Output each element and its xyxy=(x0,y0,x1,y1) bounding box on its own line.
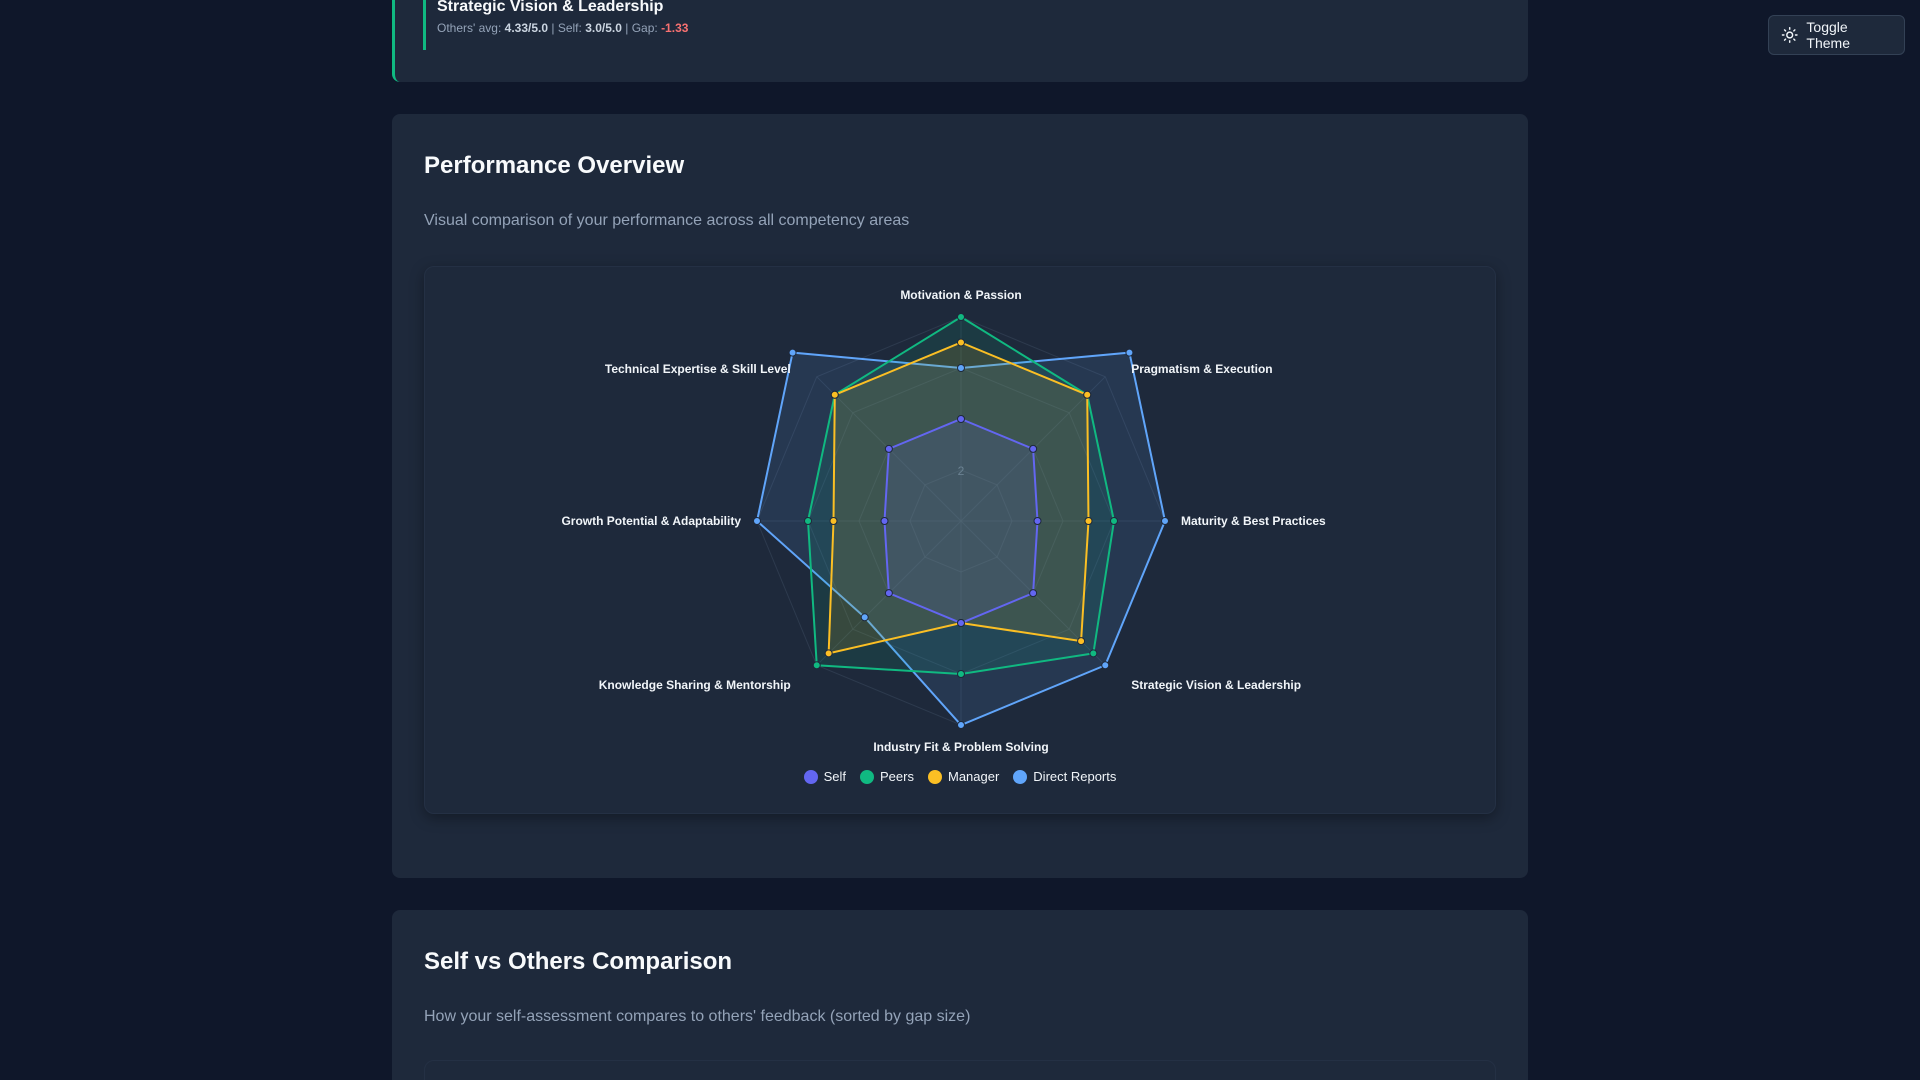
radar-point xyxy=(1083,390,1092,399)
self-label: | Self: xyxy=(551,21,582,35)
radar-axis-label: Industry Fit & Problem Solving xyxy=(873,740,1048,754)
legend-swatch xyxy=(860,769,875,784)
radar-series-self xyxy=(883,417,1039,625)
legend-item[interactable]: Self xyxy=(803,769,847,784)
radar-point xyxy=(812,661,821,670)
radar-point xyxy=(830,390,839,399)
radar-point xyxy=(957,313,965,321)
radar-axis-label: Maturity & Best Practices xyxy=(1181,514,1326,528)
radar-point xyxy=(1077,637,1086,646)
gap-item-accent xyxy=(423,0,426,50)
radar-axis-label: Growth Potential & Adaptability xyxy=(561,514,741,528)
radar-chart-container: 2 Motivation & Passion Pragmatism & Execut… xyxy=(424,266,1496,814)
radar-point xyxy=(1101,661,1110,670)
legend-label: Self xyxy=(823,769,847,784)
legend-swatch xyxy=(927,769,942,784)
comparison-chart-container xyxy=(424,1060,1496,1080)
performance-subtitle: Visual comparison of your performance ac… xyxy=(424,212,910,229)
legend-item[interactable]: Manager xyxy=(927,769,1000,784)
radar-point xyxy=(1125,348,1134,357)
radar-axis-label: Technical Expertise & Skill Level xyxy=(605,362,791,376)
legend-label: Peers xyxy=(880,769,914,784)
radar-point xyxy=(1029,444,1038,453)
radar-point xyxy=(1110,517,1118,525)
others-avg-value: 4.33/5.0 xyxy=(504,21,549,35)
others-avg-label: Others' avg: xyxy=(437,21,502,35)
radar-point xyxy=(829,517,838,525)
radar-point xyxy=(957,670,965,678)
radar-point xyxy=(957,415,965,423)
radar-point xyxy=(1089,649,1098,658)
legend-item[interactable]: Peers xyxy=(860,769,914,784)
comparison-subtitle: How your self-assessment compares to oth… xyxy=(424,1008,971,1025)
radar-point xyxy=(884,444,893,453)
radar-point xyxy=(1084,517,1093,525)
radar-point xyxy=(957,338,965,347)
radar-chart: 2 Motivation & Passion Pragmatism & Execut… xyxy=(561,288,1326,754)
self-vs-others-card: Self vs Others Comparison How your self-… xyxy=(392,910,1528,1080)
legend-swatch xyxy=(803,769,818,784)
radar-point xyxy=(957,721,965,729)
radar-axis-label: Pragmatism & Execution xyxy=(1131,362,1272,376)
radar-point xyxy=(957,364,965,372)
self-value: 3.0/5.0 xyxy=(585,21,622,35)
radar-point xyxy=(824,649,833,658)
toggle-theme-button[interactable]: Toggle Theme xyxy=(1768,15,1905,55)
gap-card: Strategic Vision & Leadership Others' av… xyxy=(392,0,1528,82)
radar-tick-label: 2 xyxy=(958,464,965,478)
gap-item: Strategic Vision & Leadership Others' av… xyxy=(392,0,1528,82)
radar-axis-label: Strategic Vision & Leadership xyxy=(1131,678,1301,692)
radar-point xyxy=(957,619,965,627)
radar-point xyxy=(1161,517,1169,525)
radar-axis-label: Knowledge Sharing & Mentorship xyxy=(599,678,791,692)
sun-icon xyxy=(1781,27,1798,43)
gap-item-title: Strategic Vision & Leadership xyxy=(437,0,664,15)
gap-label: | Gap: xyxy=(625,21,658,35)
radar-point xyxy=(788,348,797,357)
radar-point xyxy=(1033,517,1042,525)
legend-label: Manager xyxy=(947,769,1000,784)
performance-overview-card: Performance Overview Visual comparison o… xyxy=(392,114,1528,878)
radar-point xyxy=(880,517,889,525)
radar-point xyxy=(884,589,893,598)
legend-item[interactable]: Direct Reports xyxy=(1013,769,1116,784)
comparison-title: Self vs Others Comparison xyxy=(424,948,733,975)
performance-title: Performance Overview xyxy=(424,152,685,179)
toggle-theme-label: Toggle Theme xyxy=(1806,19,1850,51)
radar-point xyxy=(860,613,869,622)
chart-legend: Self Peers Manager Direct Reports xyxy=(425,769,1495,784)
legend-label: Direct Reports xyxy=(1033,769,1117,784)
gap-item-meta: Others' avg: 4.33/5.0 | Self: 3.0/5.0 | … xyxy=(437,21,688,35)
radar-point xyxy=(804,517,812,525)
gap-value: -1.33 xyxy=(661,21,689,35)
radar-point xyxy=(1029,589,1038,598)
legend-swatch xyxy=(1013,769,1028,784)
radar-point xyxy=(753,517,761,525)
radar-axis-label: Motivation & Passion xyxy=(900,288,1021,302)
